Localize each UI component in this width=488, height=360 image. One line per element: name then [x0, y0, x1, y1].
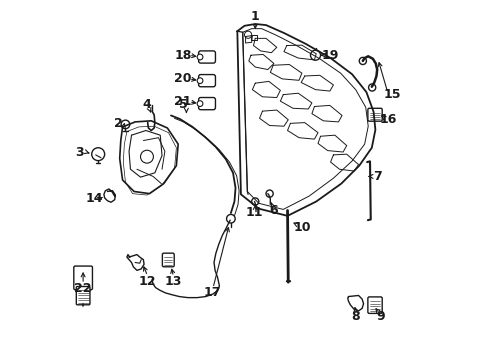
Text: 11: 11 [245, 207, 263, 220]
Circle shape [197, 78, 203, 84]
Circle shape [226, 215, 235, 223]
Circle shape [92, 148, 104, 161]
Text: 3: 3 [75, 145, 83, 158]
Text: 21: 21 [174, 95, 191, 108]
Text: 9: 9 [376, 310, 384, 324]
Text: 14: 14 [85, 192, 102, 205]
Circle shape [310, 50, 320, 60]
Circle shape [140, 150, 153, 163]
Text: 18: 18 [174, 49, 191, 62]
Text: 20: 20 [174, 72, 191, 85]
Circle shape [265, 190, 273, 197]
FancyBboxPatch shape [162, 253, 174, 267]
FancyBboxPatch shape [74, 266, 92, 290]
Circle shape [197, 54, 203, 60]
Text: 16: 16 [379, 113, 396, 126]
Text: 1: 1 [250, 10, 259, 23]
Circle shape [121, 120, 129, 129]
FancyBboxPatch shape [76, 287, 90, 305]
FancyBboxPatch shape [367, 108, 382, 121]
Text: 17: 17 [203, 287, 221, 300]
Circle shape [197, 101, 203, 107]
Circle shape [368, 84, 375, 91]
FancyBboxPatch shape [367, 297, 382, 314]
Text: 8: 8 [351, 310, 359, 324]
Text: 19: 19 [321, 49, 339, 62]
Text: 6: 6 [269, 204, 278, 217]
FancyBboxPatch shape [198, 98, 215, 110]
Text: 2: 2 [114, 117, 122, 130]
Text: 22: 22 [74, 282, 92, 295]
Text: 10: 10 [292, 221, 310, 234]
Circle shape [359, 57, 366, 64]
FancyBboxPatch shape [198, 51, 215, 63]
Text: 13: 13 [164, 275, 181, 288]
Text: 7: 7 [372, 170, 381, 183]
Circle shape [244, 31, 251, 39]
Text: 4: 4 [142, 98, 151, 111]
Circle shape [251, 198, 258, 205]
Text: 15: 15 [383, 88, 400, 101]
Text: 12: 12 [138, 275, 155, 288]
Text: 5: 5 [179, 98, 187, 111]
FancyBboxPatch shape [198, 75, 215, 87]
